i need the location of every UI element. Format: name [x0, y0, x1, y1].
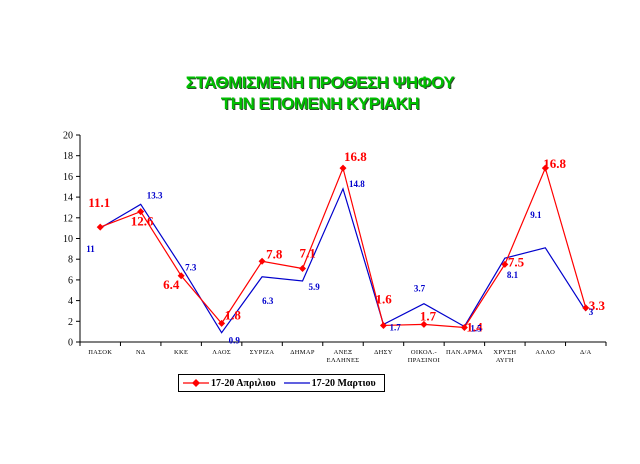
x-tick-label: ΚΚΕ	[174, 349, 188, 356]
legend-item-march: 17-20 Μαρτιου	[283, 377, 380, 389]
data-label-april: 1.7	[420, 308, 437, 323]
data-label-april: 12.6	[131, 214, 154, 229]
x-tick-label: ΑΝΕΞ	[334, 349, 353, 356]
data-label-march: 1.7	[389, 322, 401, 332]
y-tick-label: 6	[68, 275, 73, 286]
y-tick-label: 16	[63, 172, 73, 183]
x-tick-label: ΑΛΛΟ	[535, 349, 555, 356]
series-april-point	[420, 320, 428, 328]
series-april-point	[258, 257, 266, 265]
data-label-april: 16.8	[344, 149, 367, 164]
legend-red-line-diamond-icon	[183, 379, 209, 387]
series-april-point	[501, 260, 509, 268]
data-label-april: 7.1	[300, 246, 316, 261]
series-april-point	[460, 324, 468, 332]
x-tick-label: ΔΗΜΑΡ	[290, 349, 315, 356]
data-label-march: 3	[589, 307, 594, 317]
x-tick-label: ΑΥΓΗ	[496, 357, 514, 364]
data-label-march: 0.9	[229, 336, 241, 346]
x-tick-label: ΟΙΚΟΛ.-	[411, 349, 437, 356]
x-tick-label: ΕΛΛΗΝΕΣ	[327, 357, 360, 364]
y-tick-label: 8	[68, 255, 73, 266]
data-label-march: 14.8	[349, 179, 365, 189]
x-tick-label: ΣΥΡΙΖΑ	[250, 349, 275, 356]
series-april-point	[299, 265, 307, 273]
series-april-point	[137, 208, 145, 216]
data-label-march: 11	[86, 244, 95, 254]
x-tick-label: ΛΑΟΣ	[212, 349, 231, 356]
x-tick-label: Δ/Α	[580, 349, 592, 356]
series-april-line	[100, 166, 587, 329]
series-april-point	[339, 164, 347, 172]
data-label-march: 3.7	[414, 284, 426, 294]
chart-title-line-2: ΤΗΝ ΕΠΟΜΕΝΗ ΚΥΡΙΑΚΗ	[220, 94, 420, 113]
data-label-march: 13.3	[147, 190, 163, 200]
chart-title: ΣΤΑΘΜΙΣΜΕΝΗ ΠΡΟΘΕΣΗ ΨΗΦΟΥ ΤΗΝ ΕΠΟΜΕΝΗ ΚΥ…	[0, 72, 640, 114]
data-label-april: 16.8	[543, 156, 566, 171]
legend-label-april: 17-20 Απριλιου	[211, 377, 276, 389]
series-april-point	[582, 304, 590, 312]
series-april-point	[218, 319, 226, 327]
data-label-march: 1.5	[470, 323, 482, 333]
x-tick-label: ΠΑΝ.ΑΡΜΑ	[446, 349, 483, 356]
series-april-point	[379, 321, 387, 329]
y-tick-label: 14	[63, 193, 73, 204]
data-label-april: 11.1	[88, 195, 110, 210]
x-tick-label: ΠΑΣΟΚ	[88, 349, 112, 356]
x-tick-label: ΠΡΑΣΙΝΟΙ	[408, 357, 440, 364]
x-tick-label: ΧΡΥΣΗ	[493, 349, 516, 356]
data-label-april: 7.5	[508, 254, 525, 269]
y-tick-label: 10	[63, 234, 73, 245]
x-tick-label: ΔΗΣΥ	[374, 349, 393, 356]
series-april-point	[96, 223, 104, 231]
data-label-march: 5.9	[309, 282, 321, 292]
legend-item-april: 17-20 Απριλιου	[183, 378, 280, 389]
data-label-april: 1.8	[225, 307, 242, 322]
series-april-point	[177, 272, 185, 280]
data-label-march: 9.1	[530, 210, 542, 220]
y-tick-label: 0	[68, 338, 73, 349]
y-tick-label: 20	[63, 131, 73, 142]
legend-blue-line-icon	[283, 382, 310, 384]
data-label-april: 1.4	[466, 320, 483, 335]
data-label-april: 6.4	[163, 277, 180, 292]
y-tick-label: 18	[63, 151, 73, 162]
series-march-line	[99, 187, 587, 334]
data-label-april: 7.8	[266, 246, 283, 261]
series-april-point	[541, 164, 549, 172]
y-tick-label: 2	[68, 317, 73, 328]
legend-label-march: 17-20 Μαρτιου	[311, 377, 376, 389]
chart-legend: 17-20 Απριλιου 17-20 Μαρτιου	[178, 374, 385, 392]
data-label-march: 8.1	[507, 270, 519, 280]
y-tick-label: 12	[63, 213, 73, 224]
chart-title-line-1: ΣΤΑΘΜΙΣΜΕΝΗ ΠΡΟΘΕΣΗ ΨΗΦΟΥ	[185, 73, 455, 92]
y-tick-label: 4	[68, 296, 73, 307]
data-label-april: 3.3	[589, 298, 606, 313]
data-label-march: 6.3	[262, 296, 274, 306]
data-label-april: 1.6	[375, 291, 392, 306]
x-tick-label: ΝΔ	[136, 349, 145, 356]
data-label-march: 7.3	[185, 262, 197, 272]
